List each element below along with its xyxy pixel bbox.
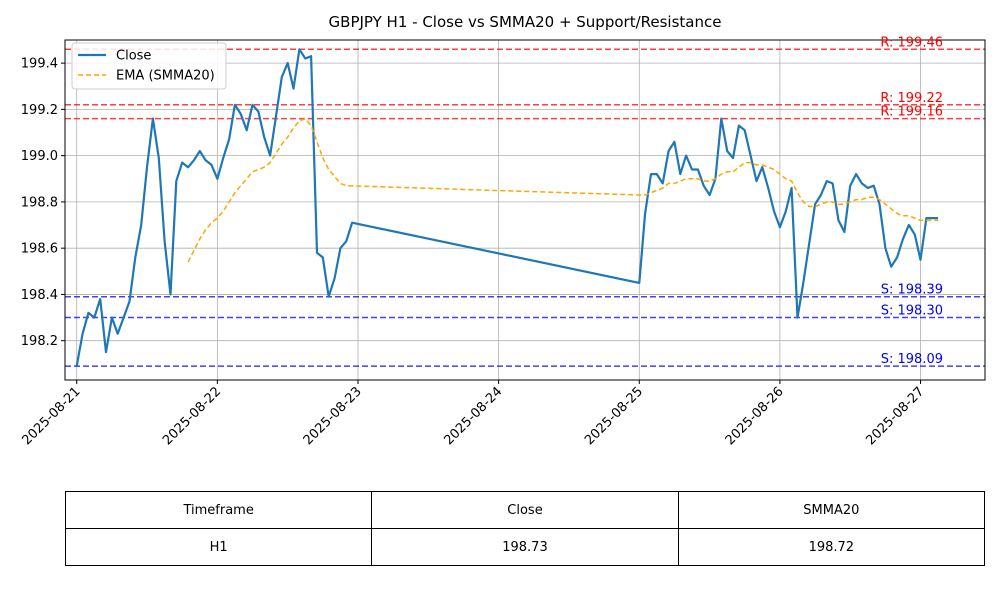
legend-close-label: Close: [116, 49, 151, 64]
x-tick-label: 2025-08-26: [723, 384, 787, 448]
y-tick-label: 198.8: [21, 195, 58, 210]
support-resistance-lines: [65, 48, 985, 367]
x-tick-label: 2025-08-22: [160, 384, 224, 448]
resistance-label: R: 199.16: [880, 105, 943, 120]
level-labels: R: 199.46 R: 199.22R: 199.16 S: 198.39 S: 1…: [880, 35, 943, 367]
x-tick-label: 2025-08-27: [863, 384, 927, 448]
resistance-label: R: 199.22: [880, 91, 943, 106]
table-header-cell: Timeframe: [64, 491, 373, 529]
y-tick-label: 198.2: [21, 334, 58, 349]
table-cell-smma20: 198.72: [677, 528, 986, 566]
axes: 198.2 198.4 198.6 198.8 199.0 199.2 199.4 2025-…: [20, 57, 928, 449]
table-row: H1 198.73 198.72: [64, 528, 986, 566]
close-series-line: [75, 48, 939, 367]
x-tick-label: 2025-08-21: [20, 384, 84, 448]
y-tick-label: 198.6: [21, 242, 58, 257]
support-label: S: 198.09: [881, 352, 943, 367]
smma20-series-line: [187, 117, 939, 263]
y-tick-label: 199.4: [21, 57, 58, 72]
table-header-cell: Close: [371, 491, 679, 529]
legend-smma-label: EMA (SMMA20): [116, 69, 215, 84]
summary-table: Timeframe Close SMMA20 H1 198.73 198.72: [64, 491, 986, 566]
y-tick-label: 198.4: [21, 288, 58, 303]
y-tick-label: 199.0: [21, 149, 58, 164]
table-cell-timeframe: H1: [64, 528, 373, 566]
table-cell-close: 198.73: [371, 528, 679, 566]
x-tick-label: 2025-08-23: [301, 384, 365, 448]
support-label: S: 198.30: [881, 304, 943, 319]
resistance-label: R: 199.46: [880, 35, 943, 50]
table-header-row: Timeframe Close SMMA20: [64, 491, 986, 529]
support-label: S: 198.39: [881, 283, 943, 298]
series-lines: [75, 48, 939, 367]
chart-title: GBPJPY H1 - Close vs SMMA20 + Support/Re…: [329, 13, 722, 31]
x-tick-label: 2025-08-24: [441, 384, 505, 448]
legend: Close EMA (SMMA20): [71, 42, 227, 90]
legend-box: [71, 42, 227, 90]
table-header-cell: SMMA20: [677, 491, 986, 529]
y-tick-label: 199.2: [21, 103, 58, 118]
plot-frame: [64, 39, 986, 381]
x-tick-label: 2025-08-25: [582, 384, 646, 448]
